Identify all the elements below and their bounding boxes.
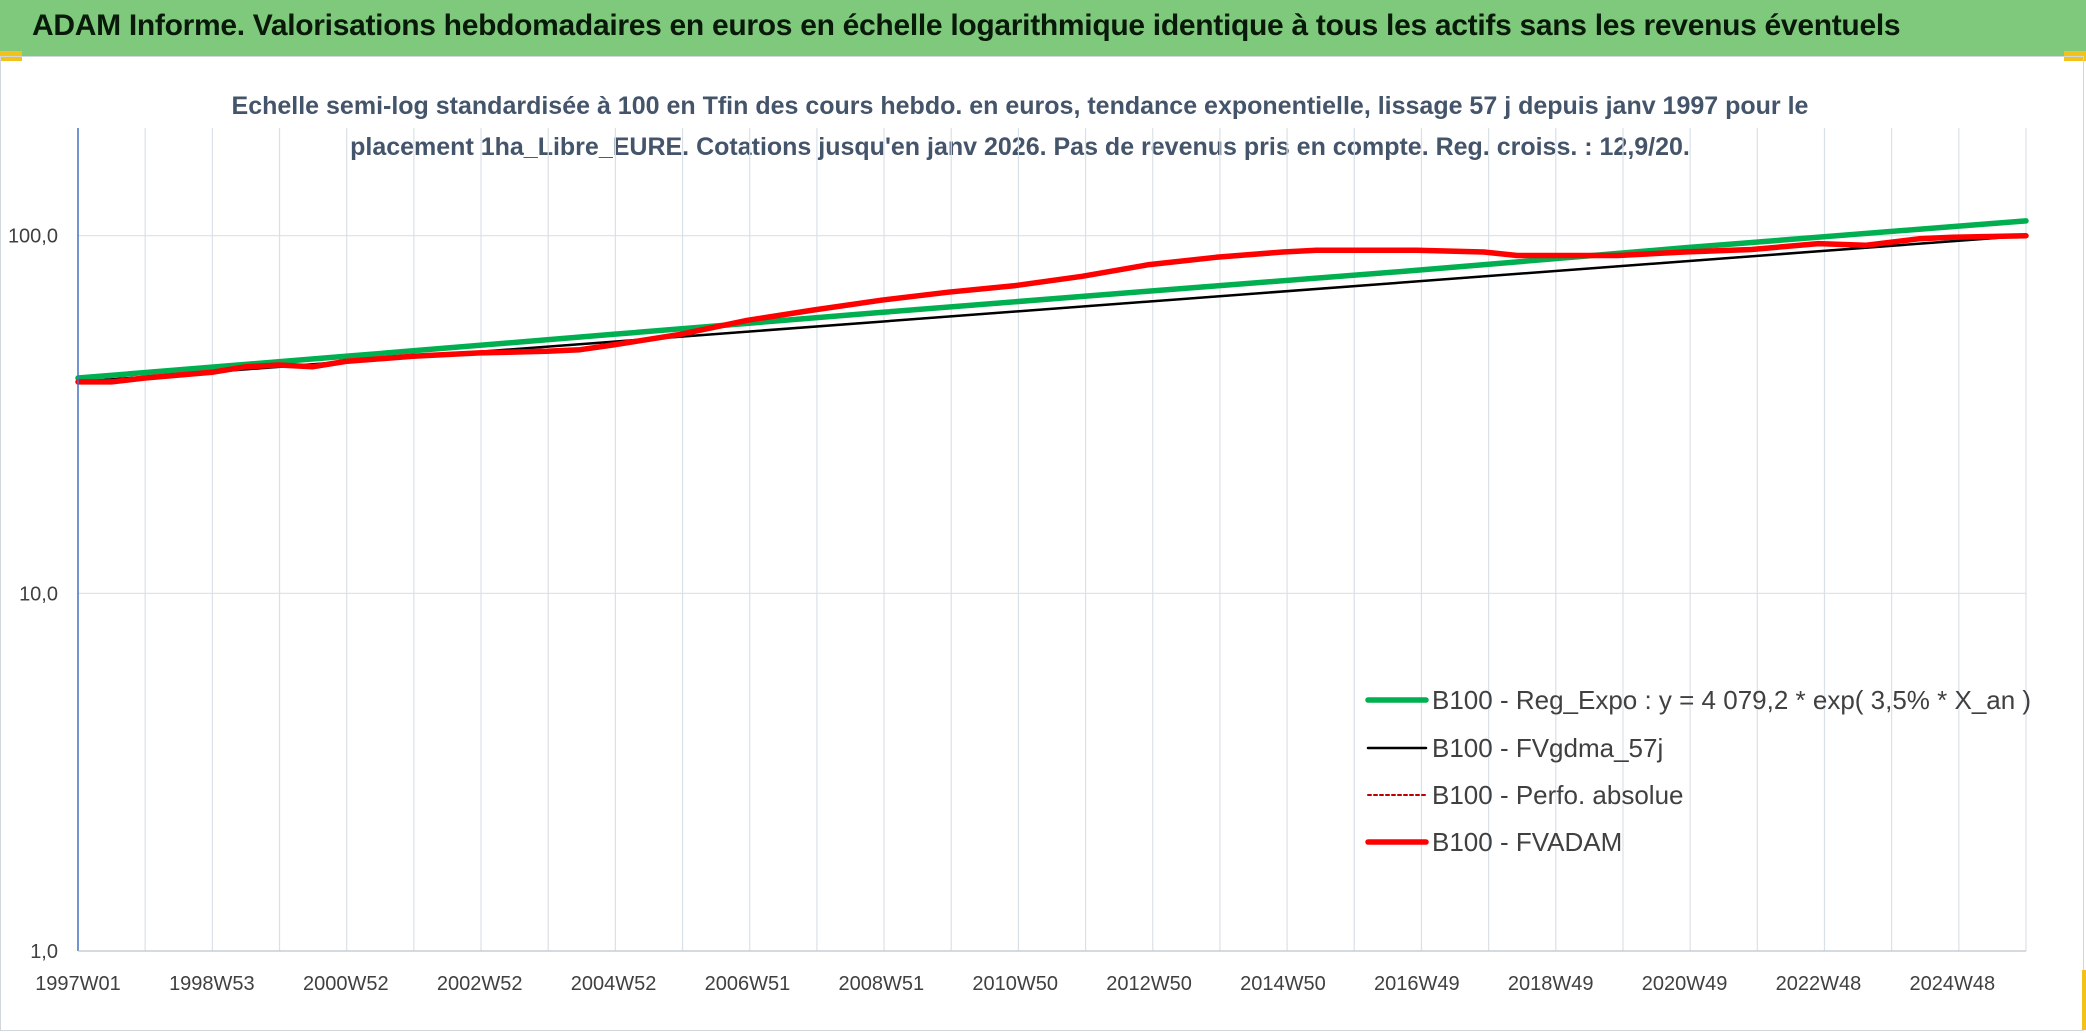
x-tick-label: 2002W52 [437,973,523,995]
chart-title: Echelle semi-log standardisée à 100 en T… [200,86,1840,168]
axes [77,128,2026,952]
series-line-fvadam [75,232,2029,385]
x-tick-label: 2014W50 [1240,973,1326,995]
x-tick-label: 2024W48 [1910,973,1996,995]
x-tick-label: 2016W49 [1374,973,1460,995]
x-tick-label: 2004W52 [571,973,657,995]
legend-label-reg-expo: B100 - Reg_Expo : y = 4 079,2 * exp( 3,5… [1432,685,2031,715]
x-tick-label: 2008W51 [838,973,924,995]
x-tick-label: 1997W01 [35,973,121,995]
page-title: ADAM Informe. Valorisations hebdomadaire… [32,9,1901,42]
chart-frame [0,56,2084,1031]
x-tick-labels: 1997W01 1998W53 2000W52 2002W52 2004W52 2006W… [35,973,1995,995]
series-line-reg-expo [75,218,2029,381]
x-tick-label: 2010W50 [972,973,1058,995]
legend-label-fvgdma: B100 - FVgdma_57j [1432,733,1663,763]
x-tick-label: 2022W48 [1776,973,1862,995]
x-tick-label: 1998W53 [169,973,255,995]
x-tick-label: 2020W49 [1642,973,1728,995]
x-tick-label: 2012W50 [1106,973,1192,995]
legend-label-fvadam: B100 - FVADAM [1432,827,1622,857]
x-tick-label: 2000W52 [303,973,389,995]
horizontal-gridlines [78,235,2026,952]
chart-title-line-1: Echelle semi-log standardisée à 100 en T… [231,92,1809,120]
legend: B100 - Reg_Expo : y = 4 079,2 * exp( 3,5… [1365,685,2031,857]
legend-label-perfo-absolue: B100 - Perfo. absolue [1432,780,1684,810]
y-tick-labels: 1,0 10,0 100,0 [8,226,58,963]
x-tick-label: 2018W49 [1508,973,1594,995]
y-tick-label: 10,0 [19,583,58,605]
edge-bar [2082,970,2086,1030]
x-tick-label: 2006W51 [705,973,791,995]
chart-title-line-2: placement 1ha_Libre_EURE. Cotations jusq… [350,133,1690,161]
y-tick-label: 1,0 [30,941,58,963]
y-tick-label: 100,0 [8,226,58,248]
header-banner: ADAM Informe. Valorisations hebdomadaire… [0,0,2086,59]
series-lines [75,218,2029,385]
